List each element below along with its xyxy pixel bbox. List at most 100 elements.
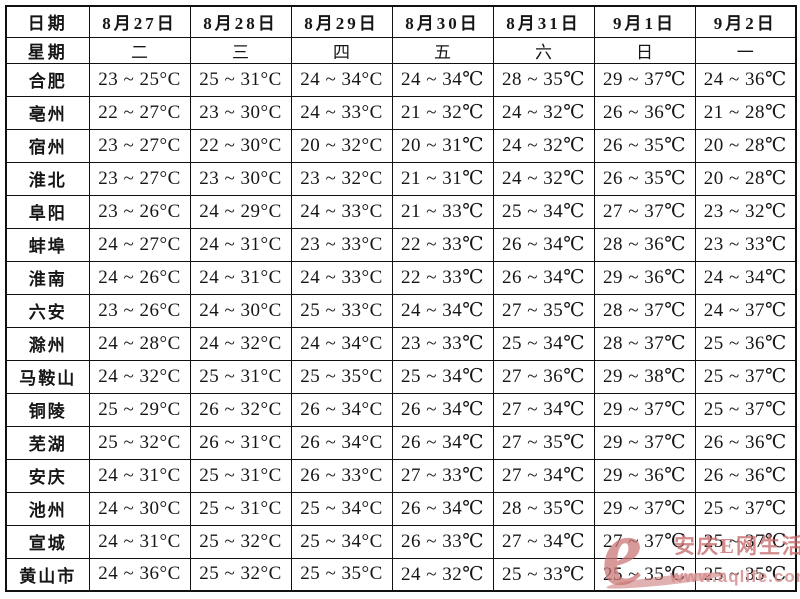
temp-cell: 24 ~ 33°C [290,260,393,295]
weekday-header-cell: 日 [593,36,696,64]
temp-cell: 26 ~ 32°C [189,392,292,427]
table-row: 阜阳 23 ~ 26°C 24 ~ 29°C 24 ~ 33°C 21 ~ 33℃ 25 … [5,194,797,229]
temp-cell: 24 ~ 31°C [189,227,292,262]
temp-cell: 24 ~ 27°C [88,227,191,262]
weekday-header-cell: 一 [694,36,797,64]
temp-cell: 23 ~ 33°C [290,227,393,262]
temp-cell: 25 ~ 33°C [290,293,393,328]
temp-cell: 27 ~ 35℃ [492,293,595,328]
city-name: 黄山市 [5,557,90,592]
table-body: 合肥 23 ~ 25°C 25 ~ 31°C 24 ~ 34°C 24 ~ 34℃ 28 … [5,62,797,592]
temp-cell: 26 ~ 34℃ [492,227,595,262]
weekday-header-cell: 六 [492,36,595,64]
temp-cell: 25 ~ 37℃ [694,491,797,526]
temp-cell: 27 ~ 37℃ [593,194,696,229]
date-header-cell: 8月28日 [189,5,292,38]
temp-cell: 26 ~ 34℃ [391,425,494,460]
temp-cell: 25 ~ 31°C [189,458,292,493]
temp-cell: 25 ~ 34℃ [492,194,595,229]
city-name: 阜阳 [5,194,90,229]
temp-cell: 23 ~ 33℃ [694,227,797,262]
temp-cell: 27 ~ 34℃ [492,458,595,493]
temp-cell: 24 ~ 28°C [88,326,191,361]
temp-cell: 24 ~ 34℃ [391,293,494,328]
temp-cell: 25 ~ 34°C [290,491,393,526]
temp-cell: 23 ~ 26°C [88,194,191,229]
city-name: 亳州 [5,95,90,130]
temp-cell: 27 ~ 35℃ [492,425,595,460]
date-header-cell: 8月31日 [492,5,595,38]
temp-cell: 24 ~ 34℃ [694,260,797,295]
temp-cell: 26 ~ 36℃ [694,458,797,493]
temp-cell: 29 ~ 37℃ [593,392,696,427]
temp-cell: 26 ~ 35℃ [593,161,696,196]
temp-cell: 23 ~ 26°C [88,293,191,328]
temp-cell: 27 ~ 37℃ [593,524,696,559]
temp-cell: 23 ~ 27°C [88,161,191,196]
temp-cell: 25 ~ 32°C [189,524,292,559]
temp-cell: 25 ~ 34°C [290,524,393,559]
temp-cell: 24 ~ 26°C [88,260,191,295]
city-name: 滁州 [5,326,90,361]
city-name: 蚌埠 [5,227,90,262]
temp-cell: 24 ~ 37℃ [694,293,797,328]
temp-cell: 26 ~ 34°C [290,392,393,427]
temp-cell: 21 ~ 31℃ [391,161,494,196]
temp-cell: 25 ~ 36℃ [694,326,797,361]
temp-cell: 25 ~ 35℃ [593,557,696,592]
week-header-row: 星期 二三四五六日一 [5,36,797,64]
table-row: 滁州 24 ~ 28°C 24 ~ 32°C 24 ~ 34°C 23 ~ 33℃ 25 … [5,326,797,361]
date-header-cell: 8月29日 [290,5,393,38]
weekday-header-cell: 五 [391,36,494,64]
temp-cell: 24 ~ 30°C [88,491,191,526]
temp-cell: 24 ~ 31°C [88,524,191,559]
temp-cell: 28 ~ 36℃ [593,227,696,262]
temp-cell: 25 ~ 37℃ [694,392,797,427]
city-name: 合肥 [5,62,90,97]
temp-cell: 25 ~ 32°C [189,557,292,592]
temp-cell: 20 ~ 28℃ [694,161,797,196]
temp-cell: 27 ~ 34℃ [492,524,595,559]
temp-cell: 26 ~ 34°C [290,425,393,460]
temp-cell: 26 ~ 36℃ [694,425,797,460]
temp-cell: 26 ~ 34℃ [391,392,494,427]
city-name: 六安 [5,293,90,328]
table-row: 马鞍山 24 ~ 32°C 25 ~ 31°C 25 ~ 35°C 25 ~ 34℃ 27… [5,359,797,394]
temp-cell: 25 ~ 34℃ [391,359,494,394]
temp-cell: 26 ~ 36℃ [593,95,696,130]
temp-cell: 22 ~ 30°C [189,128,292,163]
temp-cell: 28 ~ 35℃ [492,62,595,97]
temp-cell: 21 ~ 32℃ [391,95,494,130]
week-corner-label: 星期 [5,36,90,64]
temp-cell: 27 ~ 33℃ [391,458,494,493]
temp-cell: 29 ~ 37℃ [593,425,696,460]
table-row: 芜湖 25 ~ 32°C 26 ~ 31°C 26 ~ 34°C 26 ~ 34℃ 27 … [5,425,797,460]
temp-cell: 25 ~ 34℃ [492,326,595,361]
temp-cell: 24 ~ 34°C [290,326,393,361]
temp-cell: 25 ~ 32°C [88,425,191,460]
temp-cell: 25 ~ 33℃ [492,557,595,592]
temp-cell: 26 ~ 33°C [290,458,393,493]
temp-cell: 27 ~ 34℃ [492,392,595,427]
temp-cell: 22 ~ 27°C [88,95,191,130]
table-row: 六安 23 ~ 26°C 24 ~ 30°C 25 ~ 33°C 24 ~ 34℃ 27 … [5,293,797,328]
temp-cell: 21 ~ 28℃ [694,95,797,130]
temp-cell: 29 ~ 37℃ [593,62,696,97]
city-name: 铜陵 [5,392,90,427]
table-row: 池州 24 ~ 30°C 25 ~ 31°C 25 ~ 34°C 26 ~ 34℃ 28 … [5,491,797,526]
temp-cell: 24 ~ 32℃ [492,161,595,196]
temp-cell: 27 ~ 36℃ [492,359,595,394]
temp-cell: 25 ~ 37℃ [694,359,797,394]
temp-cell: 25 ~ 31°C [189,359,292,394]
table-row: 铜陵 25 ~ 29°C 26 ~ 32°C 26 ~ 34°C 26 ~ 34℃ 27 … [5,392,797,427]
table-row: 合肥 23 ~ 25°C 25 ~ 31°C 24 ~ 34°C 24 ~ 34℃ 28 … [5,62,797,97]
city-name: 芜湖 [5,425,90,460]
temp-cell: 24 ~ 33°C [290,194,393,229]
table-row: 蚌埠 24 ~ 27°C 24 ~ 31°C 23 ~ 33°C 22 ~ 33℃ 26 … [5,227,797,262]
city-name: 马鞍山 [5,359,90,394]
temp-cell: 24 ~ 32°C [189,326,292,361]
temp-cell: 24 ~ 36°C [88,557,191,592]
date-header-cell: 8月27日 [88,5,191,38]
date-header-row: 日期 8月27日 8月28日 8月29日 8月30日 8月31日 9月1日 9月2日 [5,5,797,38]
